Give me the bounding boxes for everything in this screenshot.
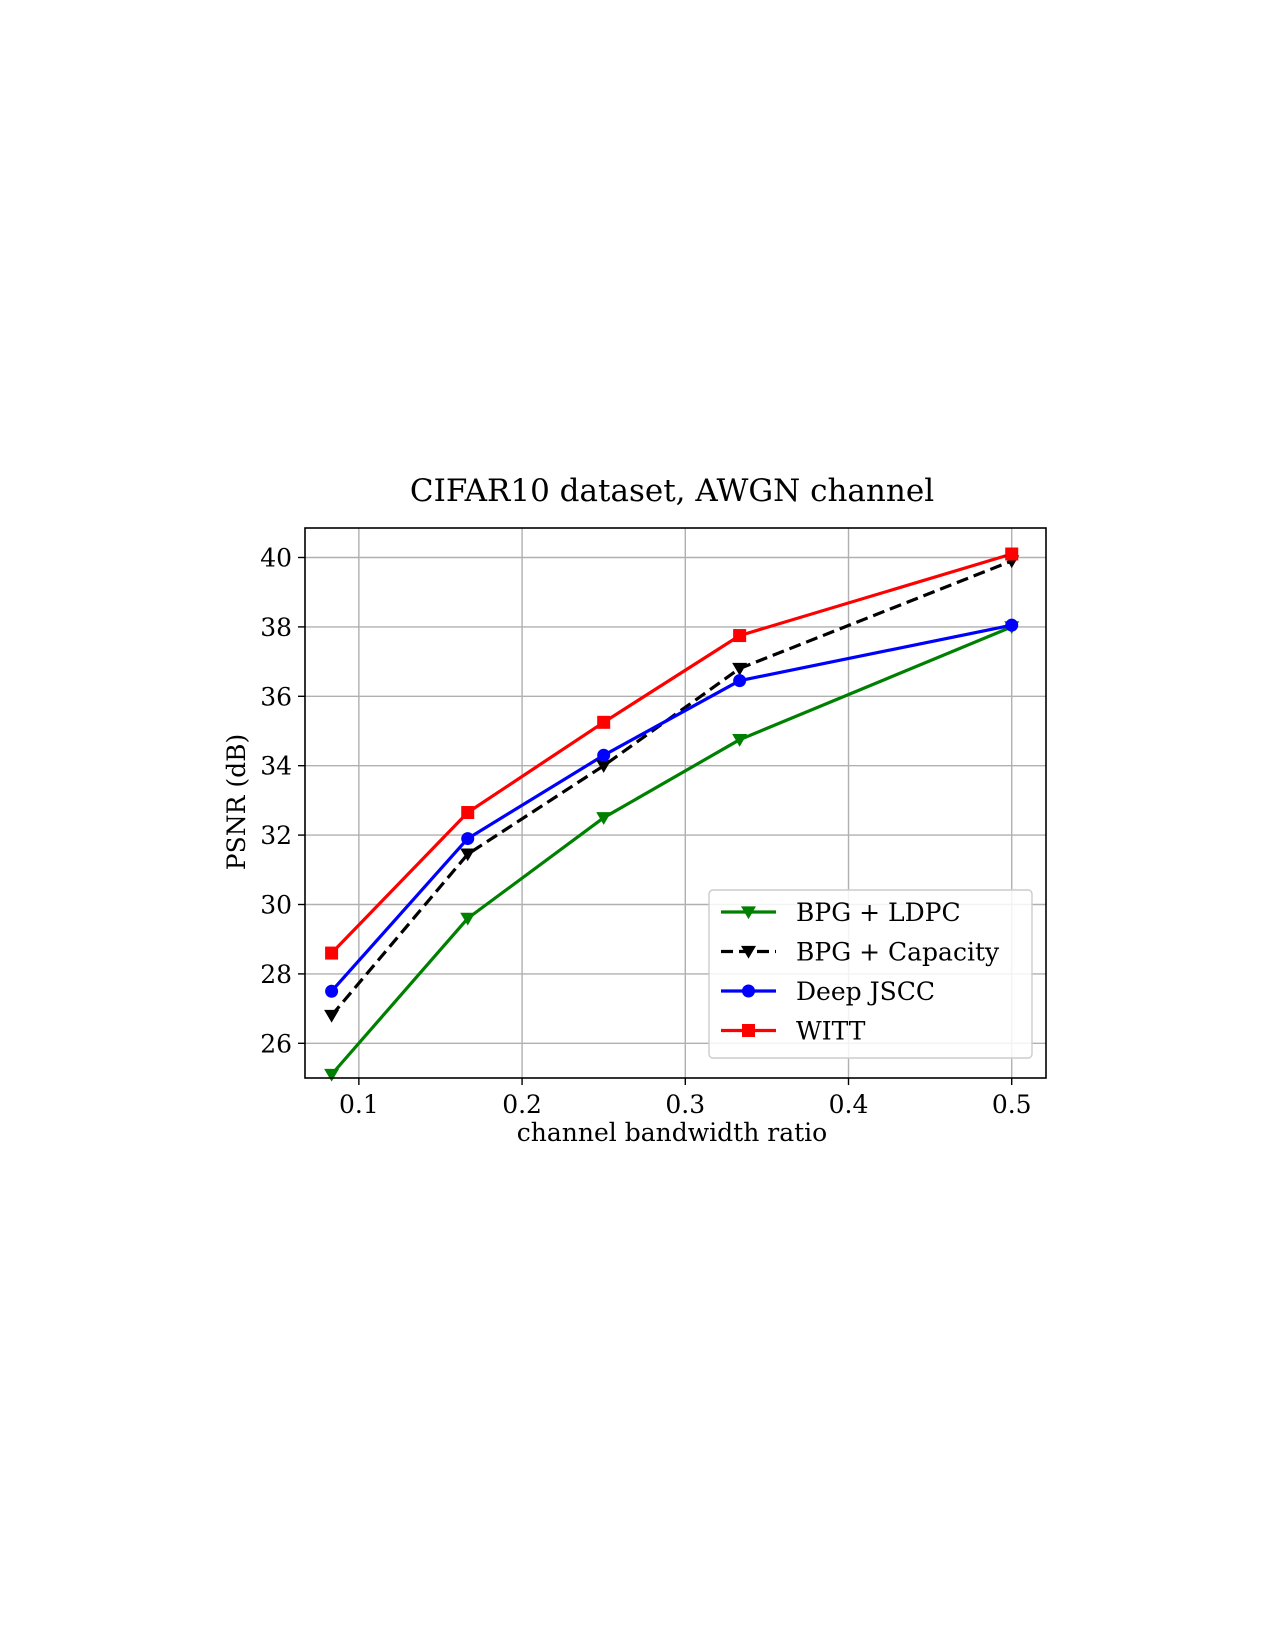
data-point-deep-jscc bbox=[325, 984, 339, 998]
data-point-bpg-ldpc bbox=[460, 912, 476, 926]
data-point-bpg-ldpc bbox=[596, 812, 612, 825]
grid bbox=[305, 528, 1046, 1078]
y-tick-label: 40 bbox=[260, 543, 292, 572]
y-tick-label: 36 bbox=[260, 682, 292, 711]
data-point-bpg-ldpc bbox=[324, 1068, 340, 1082]
legend-marker-bpg-capacity bbox=[741, 945, 756, 959]
y-tick-label: 32 bbox=[260, 821, 292, 850]
x-tick-label: 0.1 bbox=[339, 1090, 379, 1119]
y-tick-label: 28 bbox=[260, 960, 292, 989]
y-tick-label: 30 bbox=[260, 890, 292, 919]
data-point-witt bbox=[733, 629, 747, 643]
data-point-bpg-capacity bbox=[732, 662, 748, 676]
legend-label-bpg-ldpc: BPG + LDPC bbox=[796, 898, 961, 927]
data-point-bpg-capacity bbox=[596, 760, 612, 773]
data-point-deep-jscc bbox=[597, 748, 611, 762]
x-tick-label: 0.4 bbox=[829, 1090, 869, 1119]
x-tick-label: 0.5 bbox=[992, 1090, 1032, 1119]
data-point-bpg-capacity bbox=[324, 1009, 340, 1023]
data-point-witt bbox=[461, 806, 475, 820]
data-point-deep-jscc bbox=[733, 674, 747, 688]
legend-marker-deep-jscc bbox=[742, 984, 755, 998]
legend-label-deep-jscc: Deep JSCC bbox=[796, 977, 935, 1006]
chart-title: CIFAR10 dataset, AWGN channel bbox=[410, 473, 934, 509]
legend-label-bpg-capacity: BPG + Capacity bbox=[796, 938, 1000, 967]
y-ticks: 26 28 30 32 34 36 38 40 bbox=[260, 543, 305, 1058]
series-line-bpg-capacity bbox=[330, 559, 1013, 1017]
legend-label-witt: WITT bbox=[796, 1017, 866, 1046]
data-point-bpg-ldpc bbox=[732, 734, 748, 747]
plot-frame bbox=[304, 527, 1047, 1079]
x-ticks: 0.1 0.2 0.3 0.4 0.5 bbox=[339, 1078, 1032, 1119]
data-point-witt bbox=[597, 715, 611, 729]
legend-box bbox=[708, 889, 1033, 1059]
y-tick-label: 34 bbox=[260, 752, 292, 781]
data-point-witt bbox=[1005, 547, 1019, 561]
y-axis-label: PSNR (dB) bbox=[222, 734, 251, 870]
data-point-deep-jscc bbox=[461, 832, 475, 846]
series-markers bbox=[324, 547, 1020, 1082]
data-point-witt bbox=[325, 946, 339, 960]
legend-marker-bpg-ldpc bbox=[741, 906, 756, 920]
x-axis-label: channel bandwidth ratio bbox=[517, 1118, 827, 1147]
legend: BPG + LDPC BPG + Capacity Deep JSCC WITT bbox=[708, 889, 1033, 1059]
x-tick-label: 0.2 bbox=[502, 1090, 542, 1119]
y-tick-label: 26 bbox=[260, 1029, 292, 1058]
y-tick-label: 38 bbox=[260, 613, 292, 642]
data-point-deep-jscc bbox=[1005, 618, 1019, 632]
x-tick-label: 0.3 bbox=[665, 1090, 705, 1119]
data-point-bpg-capacity bbox=[460, 848, 476, 862]
legend-marker-witt bbox=[742, 1024, 755, 1037]
